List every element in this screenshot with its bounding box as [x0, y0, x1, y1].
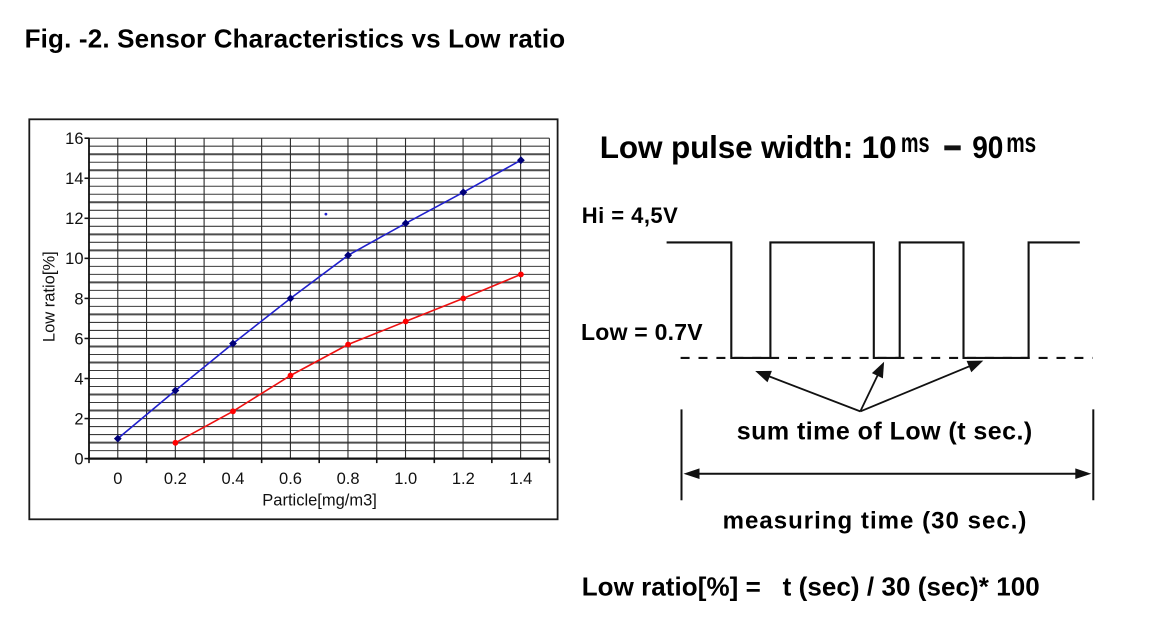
svg-text:0.6: 0.6: [279, 470, 302, 488]
svg-text:ms: ms: [1006, 127, 1036, 158]
svg-text:6: 6: [74, 330, 83, 348]
svg-text:0.8: 0.8: [337, 470, 360, 488]
svg-text:0.2: 0.2: [164, 470, 187, 488]
svg-text:Low ratio[%] = t (sec) / 30: Low ratio[%] = t (sec) / 30 (sec)* 100: [582, 571, 1040, 601]
svg-text:Fig. -2. Sensor Characteristic: Fig. -2. Sensor Characteristics vs Low r…: [25, 24, 566, 54]
svg-text:8: 8: [74, 290, 83, 308]
svg-text:90: 90: [972, 129, 1003, 165]
svg-text:Low pulse width: 10: Low pulse width: 10: [600, 129, 897, 165]
svg-text:1.0: 1.0: [394, 470, 417, 488]
svg-text:measuring time (30 sec.): measuring time (30 sec.): [723, 508, 1027, 535]
svg-text:sum time of Low (t sec.): sum time of Low (t sec.): [737, 417, 1033, 445]
svg-text:10: 10: [65, 250, 83, 268]
svg-text:ms: ms: [901, 127, 930, 158]
svg-text:16: 16: [65, 130, 83, 148]
svg-text:1.2: 1.2: [452, 470, 475, 488]
svg-text:2: 2: [74, 410, 83, 428]
svg-text:Hi = 4,5V: Hi = 4,5V: [582, 203, 678, 228]
svg-text:Low ratio[%]: Low ratio[%]: [41, 251, 59, 342]
svg-text:Low = 0.7V: Low = 0.7V: [581, 319, 703, 345]
svg-text:0.4: 0.4: [222, 470, 245, 488]
svg-text:Particle[mg/m3]: Particle[mg/m3]: [262, 492, 377, 510]
svg-text:0: 0: [74, 451, 83, 469]
svg-text:1.4: 1.4: [509, 470, 532, 488]
svg-text:4: 4: [74, 370, 83, 388]
svg-text:12: 12: [65, 210, 83, 228]
svg-text:14: 14: [65, 170, 83, 188]
svg-text:0: 0: [113, 470, 122, 488]
